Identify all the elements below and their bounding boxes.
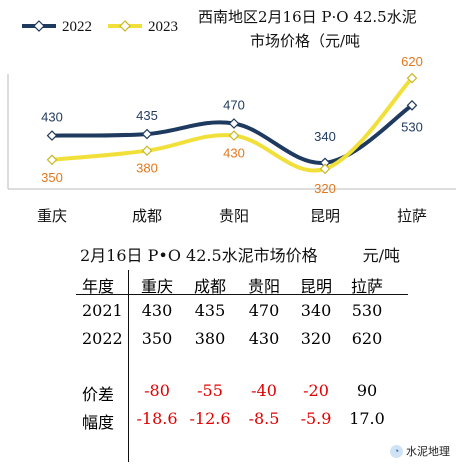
legend-marker-2022 (33, 20, 45, 32)
table-header-divider (76, 294, 408, 295)
wechat-icon: ◔ (390, 444, 403, 458)
column-header: 贵阳 (247, 277, 280, 296)
data-point-2023 (406, 72, 418, 84)
table-cell: 320 (300, 329, 332, 348)
data-label-2023: 350 (41, 170, 63, 185)
row-label: 2021 (82, 301, 123, 320)
data-point-2022 (228, 118, 240, 129)
data-point-2023 (319, 163, 331, 175)
data-label-2022: 530 (401, 119, 423, 134)
legend-marker-2023 (119, 20, 131, 32)
data-point-2022 (46, 130, 58, 141)
data-point-2023 (228, 130, 240, 141)
data-label-2023: 620 (401, 54, 423, 69)
column-header: 重庆 (140, 277, 173, 296)
column-header: 昆明 (299, 277, 332, 296)
category-label: 贵阳 (219, 207, 249, 225)
watermark: ◔ 水泥地理 (390, 443, 450, 459)
table-cell: 350 (141, 329, 173, 348)
legend-label-2022: 2022 (62, 19, 92, 35)
legend-label-2023: 2023 (148, 19, 178, 35)
legend: 2022 2023 (22, 19, 178, 35)
row-label: 2022 (82, 329, 123, 348)
table-unit: 元/吨 (362, 246, 400, 265)
chart-title-line-2: 市场价格（元/吨 (250, 32, 360, 50)
data-label-2023: 380 (136, 161, 158, 176)
table-cell: -55 (197, 381, 223, 400)
table-pct-row: 幅度 -18.6 -12.6 -8.5 -5.9 17.0 (0, 409, 464, 432)
row-label: 幅度 (82, 413, 115, 432)
data-point-2023 (141, 145, 153, 157)
table-cell: 380 (194, 329, 226, 348)
price-table: 2月16日 P•O 42.5水泥市场价格 元/吨 年度 重庆 成都 贵阳 昆明 … (0, 238, 464, 467)
category-label: 重庆 (37, 207, 67, 225)
table-cell: 470 (248, 301, 280, 320)
table-cell: 435 (194, 301, 226, 320)
data-point-2023 (46, 154, 58, 166)
table-cell: -18.6 (136, 409, 178, 428)
table-cell: 530 (351, 301, 383, 320)
column-header: 成都 (193, 277, 226, 296)
header-label: 年度 (82, 277, 115, 296)
table-cell: -40 (251, 381, 277, 400)
data-label-2022: 340 (314, 129, 336, 144)
data-point-2022 (141, 128, 153, 140)
data-label-2023: 430 (223, 146, 245, 161)
category-label: 昆明 (310, 207, 340, 225)
table-cell: -5.9 (300, 409, 332, 428)
table-cell: 17.0 (349, 409, 385, 428)
watermark-text: 水泥地理 (406, 446, 450, 458)
table-cell: -20 (303, 381, 329, 400)
data-label-2022: 435 (136, 108, 158, 123)
table-cell: -80 (144, 381, 170, 400)
table-cell: -12.6 (189, 409, 231, 428)
table-row: 2021 430 435 470 340 530 (0, 301, 464, 323)
table-cell: 90 (356, 381, 378, 400)
chart-title-line-1: 西南地区2月16日 P·O 42.5水泥 (198, 8, 417, 26)
table-title: 2月16日 P•O 42.5水泥市场价格 (80, 246, 318, 265)
data-point-2022 (406, 100, 418, 111)
table-cell: 340 (300, 301, 332, 320)
table-cell: 430 (141, 301, 173, 320)
table-row: 2022 350 380 430 320 620 (0, 329, 464, 351)
table-header-row: 年度 重庆 成都 贵阳 昆明 拉萨 (0, 273, 464, 296)
data-label-2023: 320 (314, 181, 336, 196)
table-cell: 430 (248, 329, 280, 348)
category-label: 拉萨 (397, 207, 427, 225)
data-label-2022: 430 (41, 110, 63, 125)
column-header: 拉萨 (350, 277, 383, 296)
table-vertical-divider (128, 270, 129, 462)
data-label-2022: 470 (223, 97, 245, 112)
line-chart: 2022 2023 西南地区2月16日 P·O 42.5水泥 市场价格（元/吨 … (7, 8, 456, 225)
category-label: 成都 (132, 207, 162, 225)
table-cell: -8.5 (248, 409, 280, 428)
table-diff-row: 价差 -80 -55 -40 -20 90 (0, 381, 464, 404)
row-label: 价差 (82, 385, 115, 404)
table-cell: 620 (351, 329, 383, 348)
